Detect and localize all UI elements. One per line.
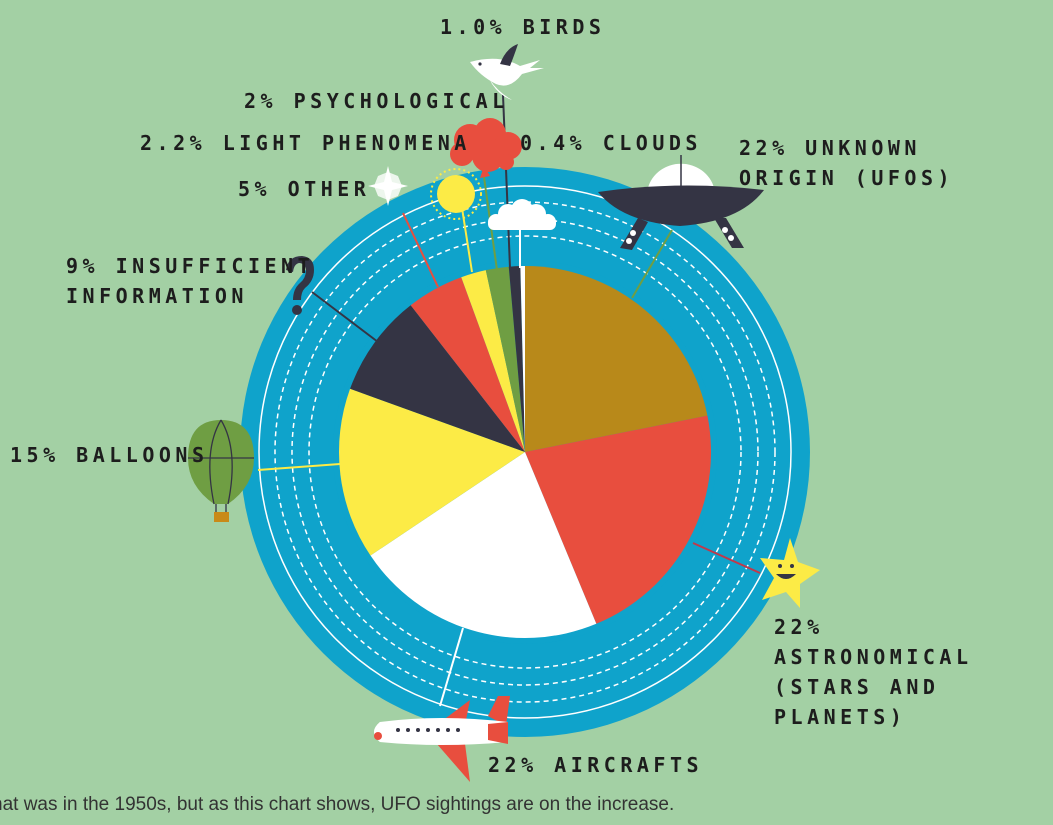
sparkle-icon <box>368 166 408 206</box>
label-clouds: 0.4% CLOUDS <box>520 131 702 155</box>
label-light-phenomena: 2.2% LIGHT PHENOMENA <box>140 131 471 155</box>
pie-slice-2 <box>370 452 597 638</box>
pie-slice-3 <box>339 388 525 556</box>
leader-other <box>402 212 439 288</box>
label-psychological: 2% PSYCHOLOGICAL <box>244 89 509 113</box>
label-ufo-line1: 22% UNKNOWN <box>739 136 921 160</box>
question-mark-icon <box>286 256 314 315</box>
leader-astro <box>692 542 761 574</box>
sun-icon <box>430 168 482 220</box>
ufo-icon <box>598 155 764 250</box>
leader-insufficient <box>311 291 379 343</box>
pie-slice-1 <box>525 415 711 624</box>
pie-slice-5 <box>410 277 525 452</box>
label-insufficient-line2: INFORMATION <box>66 284 248 308</box>
airplane-icon <box>374 696 510 782</box>
label-ufo-line2: ORIGIN (UFOS) <box>739 166 955 190</box>
brain-icon <box>450 118 522 178</box>
footer-caption: hat was in the 1950s, but as this chart … <box>0 794 675 815</box>
pie-slice-4 <box>350 305 525 452</box>
cloud-icon <box>488 199 556 230</box>
leader-aircraft <box>439 627 464 707</box>
label-astro-line4: PLANETS) <box>774 705 907 729</box>
pie-slice-8 <box>508 266 525 452</box>
leader-balloons <box>257 463 341 471</box>
label-astro-line1: 22% <box>774 615 824 639</box>
ring-dashes <box>258 185 792 719</box>
label-astro-line3: (STARS AND <box>774 675 940 699</box>
pie-slice-9 <box>520 266 525 452</box>
leader-ufo <box>631 229 673 299</box>
pie-slice-6 <box>461 270 525 452</box>
bird-icon <box>470 44 544 100</box>
pie-slice-0 <box>525 266 708 452</box>
label-balloons: 15% BALLOONS <box>10 443 209 467</box>
star-icon <box>760 538 820 608</box>
pie-slice-7 <box>485 266 525 452</box>
label-aircrafts: 22% AIRCRAFTS <box>488 753 704 777</box>
label-insufficient-line1: 9% INSUFFICIENT <box>66 254 315 278</box>
label-astro-line2: ASTRONOMICAL <box>774 645 973 669</box>
pie-slices <box>339 266 711 638</box>
label-other: 5% OTHER <box>238 177 371 201</box>
leader-birds <box>502 94 511 269</box>
balloon-icon <box>188 419 254 522</box>
label-birds: 1.0% BIRDS <box>440 15 606 39</box>
